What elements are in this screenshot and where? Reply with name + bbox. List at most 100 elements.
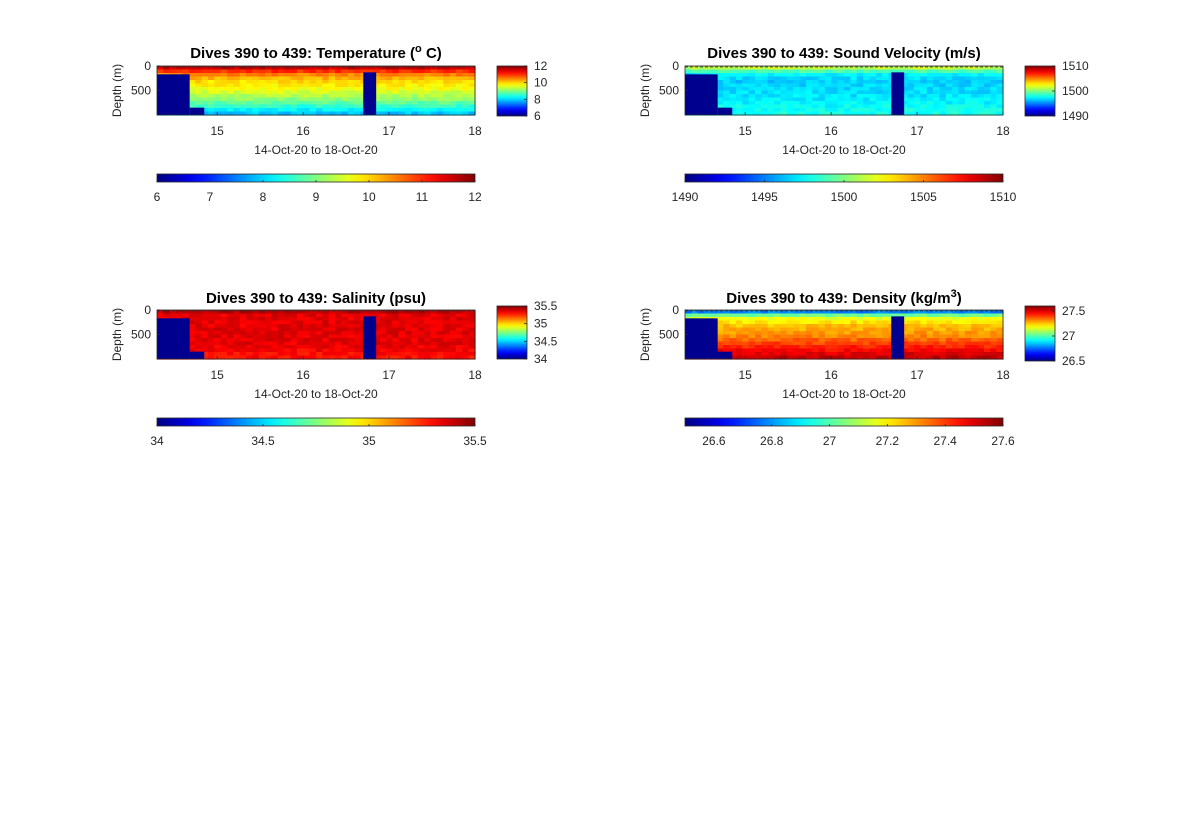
heatmap-cell: [996, 310, 1004, 315]
heatmap-cell: [907, 101, 915, 106]
heatmap-cell: [767, 317, 775, 322]
heatmap-cell: [780, 317, 788, 322]
heatmap-cell: [824, 331, 832, 336]
heatmap-cell: [869, 327, 877, 332]
heatmap-cell: [424, 69, 432, 74]
heatmap-cell: [354, 348, 362, 353]
side-colorbar: [496, 305, 528, 360]
heatmap-cell: [258, 352, 266, 357]
heatmap-cell: [373, 338, 381, 343]
heatmap-cell: [246, 348, 253, 353]
heatmap-cell: [468, 310, 476, 315]
heatmap-cell: [754, 101, 762, 106]
heatmap-cell: [239, 327, 247, 332]
heatmap-cell: [742, 108, 750, 113]
heatmap-cell: [411, 111, 419, 116]
x-tick-label: 17: [382, 368, 396, 382]
heatmap-cell: [977, 334, 985, 339]
heatmap-cell: [958, 76, 966, 81]
heatmap-cell: [347, 80, 355, 85]
heatmap-cell: [983, 327, 991, 332]
heatmap-cell: [761, 348, 769, 353]
heatmap-cell: [188, 80, 196, 85]
heatmap-cell: [939, 355, 947, 360]
heatmap-cell: [729, 66, 737, 71]
heatmap-cell: [850, 352, 858, 357]
heatmap-cell: [933, 345, 940, 350]
heatmap-cell: [290, 80, 298, 85]
heatmap-cell: [290, 317, 298, 322]
heatmap-cell: [837, 320, 845, 325]
heatmap-cell: [844, 313, 851, 318]
heatmap-cell: [786, 348, 794, 353]
heatmap-cell: [933, 355, 940, 360]
heatmap-cell: [411, 310, 419, 315]
heatmap-cell: [462, 352, 470, 357]
heatmap-cell: [436, 108, 444, 113]
heatmap-cell: [863, 108, 871, 113]
heatmap-cell: [964, 104, 972, 109]
heatmap-cell: [239, 313, 247, 318]
heatmap-cell: [328, 334, 336, 339]
heatmap-cell: [296, 341, 304, 346]
heatmap-cell: [901, 320, 909, 325]
heatmap-cell: [907, 310, 915, 315]
heatmap-cell: [335, 104, 343, 109]
heatmap-cell: [354, 97, 362, 102]
heatmap-cell: [837, 324, 845, 329]
heatmap-cell: [265, 69, 273, 74]
heatmap-cell: [907, 90, 915, 95]
heatmap-cell: [303, 313, 311, 318]
heatmap-cell: [207, 341, 215, 346]
heatmap-cell: [303, 94, 311, 99]
heatmap-cell: [360, 313, 368, 318]
heatmap-cell: [226, 331, 234, 336]
heatmap-cell: [996, 331, 1004, 336]
heatmap-cell: [850, 313, 858, 318]
heatmap-cell: [316, 317, 323, 322]
heatmap-cell: [735, 324, 743, 329]
heatmap-cell: [793, 69, 801, 74]
heatmap-cell: [379, 317, 387, 322]
heatmap-cell: [303, 338, 311, 343]
heatmap-cell: [844, 108, 851, 113]
heatmap-cell: [901, 355, 909, 360]
heatmap-cell: [735, 331, 743, 336]
heatmap-cell: [933, 338, 940, 343]
heatmap-cell: [252, 334, 260, 339]
heatmap-cell: [882, 87, 890, 92]
heatmap-cell: [786, 310, 794, 315]
heatmap-cell: [869, 69, 877, 74]
heatmap-cell: [290, 101, 298, 106]
heatmap-cell: [812, 317, 820, 322]
heatmap-cell: [831, 76, 839, 81]
heatmap-cell: [347, 97, 355, 102]
heatmap-cell: [761, 355, 769, 360]
heatmap-cell: [316, 324, 323, 329]
heatmap-cell: [786, 76, 794, 81]
heatmap-cell: [856, 320, 864, 325]
heatmap-cell: [780, 345, 788, 350]
heatmap-cell: [195, 331, 203, 336]
heatmap-cell: [385, 97, 393, 102]
heatmap-cell: [277, 317, 285, 322]
heatmap-cell: [436, 90, 444, 95]
heatmap-cell: [850, 101, 858, 106]
heatmap-cell: [945, 317, 953, 322]
heatmap-cell: [462, 69, 470, 74]
heatmap-cell: [201, 69, 209, 74]
heatmap-cell: [226, 111, 234, 116]
heatmap-cell: [277, 104, 285, 109]
heatmap-cell: [405, 310, 412, 315]
x-tick-label: 17: [910, 124, 924, 138]
heatmap-cell: [716, 338, 724, 343]
heatmap-cell: [799, 76, 807, 81]
heatmap-cell: [793, 352, 801, 357]
heatmap-cell: [837, 327, 845, 332]
heatmap-cell: [220, 76, 228, 81]
heatmap-cell: [398, 355, 406, 360]
heatmap-cell: [716, 80, 724, 85]
heatmap-cell: [214, 352, 222, 357]
heatmap-cell: [316, 69, 323, 74]
heatmap-cell: [786, 338, 794, 343]
